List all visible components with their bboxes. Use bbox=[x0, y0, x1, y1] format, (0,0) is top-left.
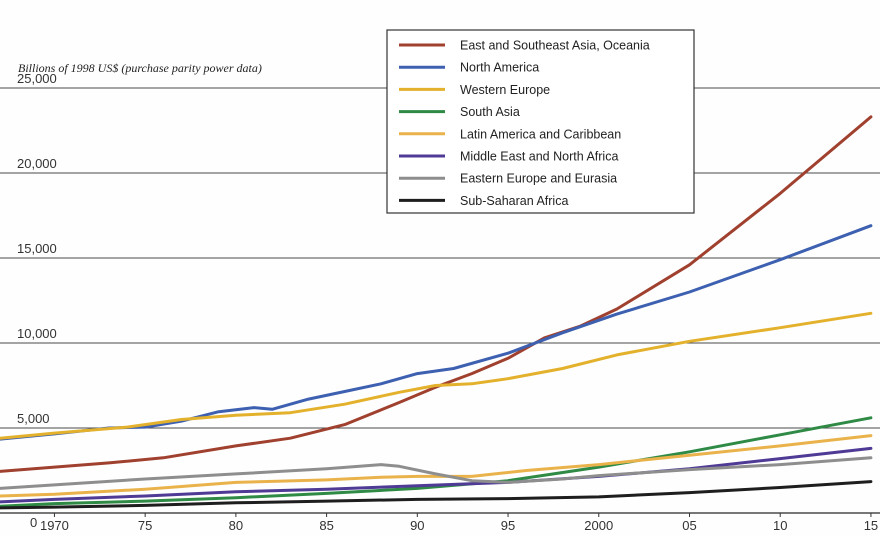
series-line-4 bbox=[0, 434, 873, 498]
legend: East and Southeast Asia, Oceania North Am… bbox=[386, 29, 695, 214]
legend-label: Eastern Europe and Eurasia bbox=[460, 172, 617, 186]
y-axis-title: Billions of 1998 US$ (purchase parity po… bbox=[18, 61, 262, 75]
series-line-0 bbox=[0, 115, 873, 473]
x-tick-label: 80 bbox=[229, 518, 243, 533]
legend-label: Middle East and North Africa bbox=[460, 150, 618, 164]
x-tick-label: 85 bbox=[319, 518, 333, 533]
x-tick-label: 05 bbox=[682, 518, 696, 533]
series-line-3 bbox=[0, 416, 873, 508]
series-line-1 bbox=[0, 224, 873, 441]
legend-label: Sub-Saharan Africa bbox=[460, 194, 568, 208]
x-tick-label: 2000 bbox=[584, 518, 613, 533]
y-axis: 0 5,000 10,000 15,000 20,000 25,000 bbox=[17, 71, 57, 530]
x-tick-label: 1970 bbox=[40, 518, 69, 533]
y-tick-label: 5,000 bbox=[17, 411, 50, 426]
legend-label: South Asia bbox=[460, 105, 520, 119]
series-line-5 bbox=[0, 446, 873, 504]
x-tick-label: 75 bbox=[138, 518, 152, 533]
legend-box bbox=[386, 29, 695, 214]
legend-label: Western Europe bbox=[460, 83, 550, 97]
series-line-7 bbox=[0, 480, 873, 510]
y-tick-label: 10,000 bbox=[17, 326, 57, 341]
y-tick-label: 0 bbox=[30, 515, 37, 530]
x-tick-label: 90 bbox=[410, 518, 424, 533]
y-tick-label: 25,000 bbox=[17, 71, 57, 86]
y-tick-label: 20,000 bbox=[17, 156, 57, 171]
legend-label: Latin America and Caribbean bbox=[460, 127, 621, 141]
y-tick-label: 15,000 bbox=[17, 241, 57, 256]
x-tick-label: 10 bbox=[773, 518, 787, 533]
x-axis: 1970 75 80 85 90 95 2000 05 10 15 bbox=[40, 513, 878, 533]
series-lines bbox=[0, 115, 873, 510]
series-line-6 bbox=[0, 456, 873, 490]
x-tick-label: 95 bbox=[501, 518, 515, 533]
x-tick-label: 15 bbox=[864, 518, 878, 533]
legend-label: North America bbox=[460, 61, 539, 75]
legend-label: East and Southeast Asia, Oceania bbox=[460, 39, 650, 53]
series-line-2 bbox=[0, 311, 873, 440]
